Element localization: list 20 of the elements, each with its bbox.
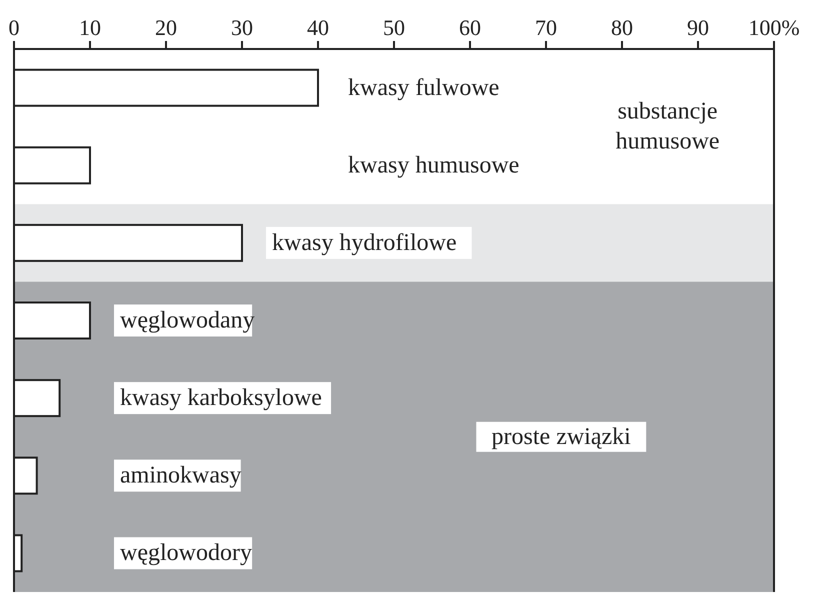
y-tick-label: kwasy hydrofilowe [272,230,457,256]
y-tick-label: kwasy humusowe [348,152,520,178]
y-tick-label: aminokwasy [120,462,242,489]
x-tick-label: 70 [535,15,557,40]
x-tick-label: 40 [307,15,329,40]
x-tick-label: 90 [687,15,709,40]
x-tick-label: 50 [383,15,405,40]
x-tick-label: 20 [155,15,177,40]
x-tick-label: 100% [748,15,800,40]
x-tick-label: 60 [459,15,481,40]
x-tick-label: 80 [611,15,633,40]
y-tick-label: kwasy fulwowe [348,74,500,101]
x-tick-label: 30 [231,15,253,40]
y-tick-label: kwasy karboksylowe [120,385,322,412]
y-tick-label: węglowodany [120,308,255,334]
x-tick-label: 10 [79,15,101,40]
x-tick-label: 0 [8,15,20,40]
annotation: substancje humusowe [616,98,720,155]
y-tick-label: węglowodory [120,540,252,566]
band-label: proste związki [492,424,632,450]
